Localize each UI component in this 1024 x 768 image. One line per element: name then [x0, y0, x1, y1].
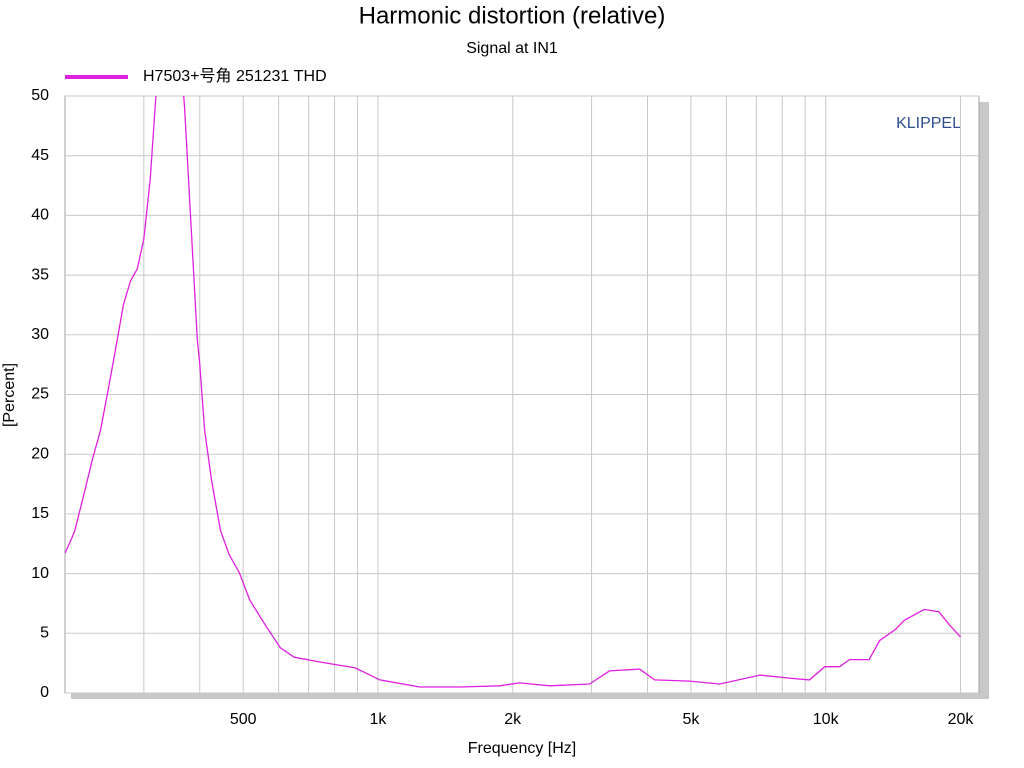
y-tick-label: 20 [31, 445, 49, 462]
y-tick-label: 5 [40, 625, 49, 642]
x-axis-label: Frequency [Hz] [468, 740, 576, 757]
chart-subtitle: Signal at IN1 [466, 40, 558, 57]
y-tick-label: 35 [31, 266, 49, 283]
y-axis-label: [Percent] [1, 363, 18, 427]
data-line [65, 96, 961, 688]
legend-label: H7503+号角 251231 THD [143, 67, 327, 85]
y-tick-label: 10 [31, 565, 49, 582]
y-tick-label: 15 [31, 505, 49, 522]
x-tick-label: 2k [504, 711, 522, 728]
x-tick-label: 10k [813, 711, 840, 728]
y-tick-label: 0 [40, 684, 49, 701]
chart-title: Harmonic distortion (relative) [359, 2, 666, 29]
x-tick-label: 5k [682, 711, 700, 728]
y-tick-label: 40 [31, 207, 49, 224]
y-tick-label: 50 [31, 87, 49, 104]
annotation: KLIPPEL [896, 115, 961, 132]
y-tick-label: 45 [31, 147, 49, 164]
x-tick-label: 20k [948, 711, 975, 728]
x-tick-label: 500 [230, 711, 257, 728]
y-tick-label: 30 [31, 326, 49, 343]
y-tick-label: 25 [31, 386, 49, 403]
x-tick-label: 1k [369, 711, 387, 728]
